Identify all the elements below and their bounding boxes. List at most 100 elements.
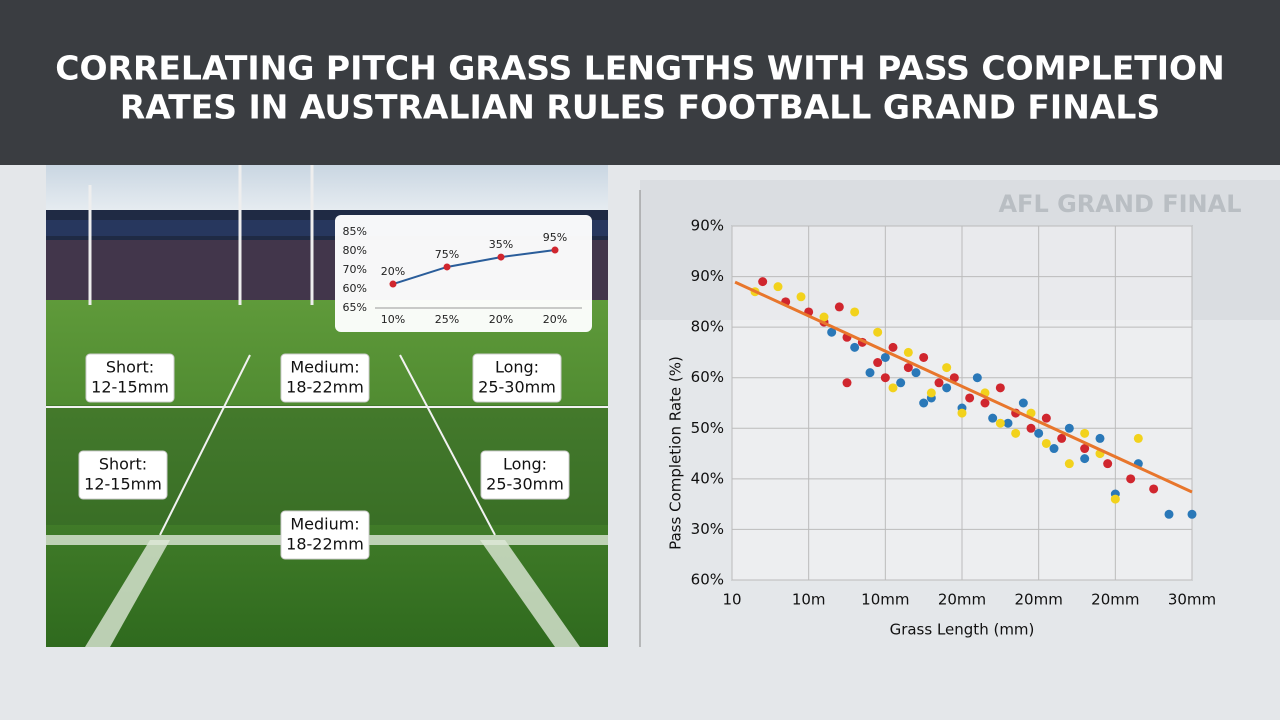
label-range: 12-15mm — [84, 475, 162, 494]
point — [995, 418, 1005, 428]
point — [1126, 474, 1136, 484]
pitch-labels: Short:12-15mmMedium:18-22mmLong:25-30mmS… — [78, 353, 570, 560]
point — [1011, 428, 1021, 438]
label-box — [280, 510, 370, 560]
point — [842, 378, 852, 388]
x-tick-label: 10m — [792, 591, 826, 609]
point — [942, 383, 952, 393]
point — [873, 358, 883, 368]
point — [758, 277, 768, 287]
point — [911, 368, 921, 378]
x-axis-label: Grass Length (mm) — [890, 621, 1035, 639]
x-tick-label: 30mm — [1168, 591, 1216, 609]
y-tick-label: 40% — [691, 469, 724, 487]
label-title: Short: — [99, 455, 147, 474]
point — [888, 383, 898, 393]
point — [1003, 418, 1013, 428]
y-tick-label: 60% — [343, 282, 367, 295]
point — [919, 398, 929, 408]
point — [1057, 433, 1067, 443]
scatter-chart: 90% 90% 80% 60% 50% 40% 30% 60% 10 10m 10mm 20mm 20m… — [667, 217, 1217, 639]
value-label: 35% — [489, 238, 513, 251]
point — [995, 383, 1005, 393]
value-label: 95% — [543, 231, 567, 244]
point — [1133, 433, 1143, 443]
point — [796, 292, 806, 302]
point — [1110, 494, 1120, 504]
point — [1034, 428, 1044, 438]
x-tick-label: 25% — [435, 313, 459, 326]
y-tick-label: 65% — [343, 301, 367, 314]
title-line: CORRELATING PITCH GRASS LENGTHS WITH PAS… — [55, 49, 1224, 88]
point — [1095, 433, 1105, 443]
point — [896, 378, 906, 388]
label-title: Long: — [503, 455, 547, 474]
value-label: 75% — [435, 248, 459, 261]
point — [1103, 459, 1113, 469]
point — [827, 327, 837, 337]
point — [834, 302, 844, 312]
y-tick-label: 50% — [691, 419, 724, 437]
point — [1187, 509, 1197, 519]
point — [1049, 444, 1059, 454]
point — [443, 263, 451, 271]
point — [934, 378, 944, 388]
x-tick-label: 20mm — [1015, 591, 1063, 609]
y-tick-label: 85% — [343, 225, 367, 238]
y-tick-label: 60% — [691, 368, 724, 386]
label-title: Medium: — [290, 515, 359, 534]
point — [888, 342, 898, 352]
point — [873, 327, 883, 337]
inset-chart: 85% 80% 70% 60% 65% 10% 25% 20% 20% 20% 75% 35% 95% — [343, 225, 582, 326]
label-range: 18-22mm — [286, 535, 364, 554]
label-box — [78, 450, 168, 500]
point — [988, 413, 998, 423]
point — [1064, 459, 1074, 469]
label-box — [480, 450, 570, 500]
point — [1149, 484, 1159, 494]
x-tick-label: 20mm — [1091, 591, 1139, 609]
point — [865, 368, 875, 378]
trend-line — [734, 280, 1193, 494]
stadium-banner: AFL GRAND FINAL — [998, 190, 1241, 218]
inset-chart-panel — [335, 215, 592, 332]
label-box — [280, 353, 370, 403]
title-line: RATES IN AUSTRALIAN RULES FOOTBALL GRAND… — [120, 88, 1160, 127]
label-box — [85, 353, 175, 403]
x-tick-label: 20mm — [938, 591, 986, 609]
header-bar — [0, 0, 1280, 165]
x-tick-label: 20% — [543, 313, 567, 326]
label-title: Short: — [106, 358, 154, 377]
point — [1164, 509, 1174, 519]
label-box — [472, 353, 562, 403]
y-tick-label: 90% — [691, 267, 724, 285]
point — [850, 342, 860, 352]
point — [880, 373, 890, 383]
label-title: Long: — [495, 358, 539, 377]
point — [1026, 423, 1036, 433]
label-range: 25-30mm — [478, 378, 556, 397]
y-tick-label: 60% — [691, 571, 724, 589]
point — [903, 363, 913, 373]
point — [497, 253, 505, 261]
y-tick-label: 80% — [691, 318, 724, 336]
point — [1018, 398, 1028, 408]
point — [1026, 408, 1036, 418]
point — [551, 246, 559, 254]
point — [1041, 438, 1051, 448]
value-label: 20% — [381, 265, 405, 278]
point — [965, 393, 975, 403]
y-tick-label: 80% — [343, 244, 367, 257]
point — [942, 363, 952, 373]
label-title: Medium: — [290, 358, 359, 377]
x-tick-label: 10mm — [861, 591, 909, 609]
point — [919, 352, 929, 362]
point — [1080, 428, 1090, 438]
point — [926, 388, 936, 398]
point — [1041, 413, 1051, 423]
point — [1080, 444, 1090, 454]
y-tick-label: 70% — [343, 263, 367, 276]
label-range: 18-22mm — [286, 378, 364, 397]
point — [1080, 454, 1090, 464]
